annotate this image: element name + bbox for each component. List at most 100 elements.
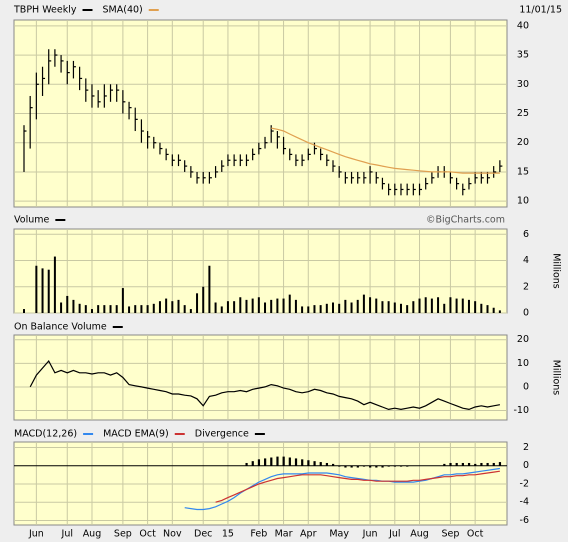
- legend-label: Divergence: [195, 429, 249, 440]
- y-tick-label: 25: [517, 108, 529, 119]
- y-tick-label: 0: [523, 308, 529, 319]
- legend-label: SMA(40): [103, 5, 143, 16]
- divergence-bar: [387, 465, 390, 467]
- volume-bar: [177, 299, 180, 313]
- volume-bar: [264, 302, 267, 313]
- volume-bar: [183, 305, 186, 313]
- y-tick-label: 15: [517, 166, 529, 177]
- divergence-bar: [350, 465, 353, 468]
- volume-bar: [72, 299, 75, 313]
- y-tick-label: 35: [517, 50, 529, 61]
- x-tick-label: Aug: [410, 529, 429, 540]
- x-tick-label: Dec: [194, 529, 212, 540]
- volume-bar: [332, 302, 334, 313]
- volume-bar: [53, 256, 56, 313]
- legend-label: TBPH Weekly: [13, 5, 77, 16]
- plot-area: [13, 334, 508, 421]
- volume-bar: [282, 298, 285, 313]
- y-tick-label: -4: [520, 497, 529, 508]
- volume-bar: [270, 299, 273, 313]
- divergence-bar: [270, 457, 273, 466]
- divergence-bar: [264, 458, 267, 466]
- volume-bar: [344, 299, 347, 313]
- volume-bar: [437, 297, 440, 313]
- volume-bar: [430, 298, 433, 313]
- divergence-bar: [257, 459, 261, 466]
- x-tick-label: Feb: [250, 529, 267, 540]
- y-tick-label: 0: [523, 460, 529, 471]
- divergence-bar: [325, 462, 329, 466]
- x-tick-label: Nov: [163, 529, 182, 540]
- y-tick-label: 2: [523, 281, 529, 292]
- volume-bar: [41, 268, 44, 313]
- divergence-bar: [381, 465, 384, 468]
- divergence-bar: [449, 462, 452, 466]
- divergence-bar: [356, 465, 359, 468]
- volume-bar: [146, 305, 149, 313]
- volume-bar: [294, 299, 297, 313]
- divergence-bar: [443, 463, 446, 466]
- legend-label: On Balance Volume: [14, 322, 107, 333]
- volume-bar: [115, 305, 118, 313]
- divergence-bar: [313, 461, 316, 466]
- divergence-bar: [288, 457, 291, 466]
- volume-bar: [375, 298, 378, 313]
- y-axis-label: Millions: [551, 253, 562, 289]
- volume-bar: [152, 303, 155, 313]
- volume-bar: [424, 297, 427, 313]
- divergence-bar: [362, 465, 366, 467]
- divergence-bar: [276, 456, 279, 466]
- volume-bar: [84, 305, 87, 313]
- divergence-bar: [375, 465, 378, 468]
- x-tick-label: Apr: [300, 529, 317, 540]
- x-tick-label: 15: [222, 529, 234, 540]
- volume-bar: [239, 297, 242, 313]
- volume-bar: [208, 265, 211, 313]
- y-tick-label: 20: [517, 334, 529, 345]
- volume-bar: [220, 306, 223, 313]
- date-label: 11/01/15: [519, 5, 562, 16]
- volume-bar: [103, 305, 106, 313]
- volume-bar: [362, 294, 365, 313]
- volume-bar: [233, 301, 236, 313]
- volume-bar: [498, 310, 501, 313]
- divergence-bar: [399, 465, 403, 467]
- volume-bar: [449, 297, 452, 313]
- y-tick-label: 10: [517, 358, 529, 369]
- x-tick-label: Oct: [139, 529, 156, 540]
- volume-bar: [202, 286, 205, 313]
- y-tick-label: 0: [523, 381, 529, 392]
- volume-bar: [399, 303, 402, 313]
- volume-bar: [128, 306, 131, 313]
- y-tick-label: 4: [523, 255, 529, 266]
- divergence-bar: [301, 459, 304, 466]
- volume-bar: [109, 305, 112, 313]
- volume-bar: [78, 303, 81, 313]
- divergence-bar: [455, 462, 458, 466]
- volume-bar: [60, 302, 63, 313]
- volume-bar: [97, 305, 100, 313]
- volume-bar: [214, 302, 217, 313]
- volume-bar: [474, 301, 477, 313]
- macd-line: [215, 470, 500, 503]
- volume-bar: [276, 298, 279, 313]
- sma-line: [271, 127, 500, 174]
- y-tick-label: 30: [517, 79, 529, 90]
- x-tick-label: Jul: [61, 529, 73, 540]
- volume-bar: [319, 305, 322, 313]
- divergence-bar: [245, 462, 248, 466]
- plot-area: [13, 228, 508, 314]
- x-tick-label: Jun: [362, 529, 378, 540]
- volume-bar: [492, 307, 495, 313]
- y-tick-label: 6: [523, 229, 529, 240]
- y-axis-label: Millions: [551, 360, 562, 396]
- volume-bar: [356, 299, 359, 313]
- volume-bar: [165, 298, 168, 313]
- volume-bar: [406, 305, 409, 313]
- volume-bar: [338, 303, 341, 313]
- volume-bar: [350, 302, 353, 313]
- x-tick-label: Sep: [441, 529, 459, 540]
- volume-bar: [455, 298, 458, 313]
- divergence-bar: [486, 462, 489, 466]
- x-tick-label: Jul: [388, 529, 400, 540]
